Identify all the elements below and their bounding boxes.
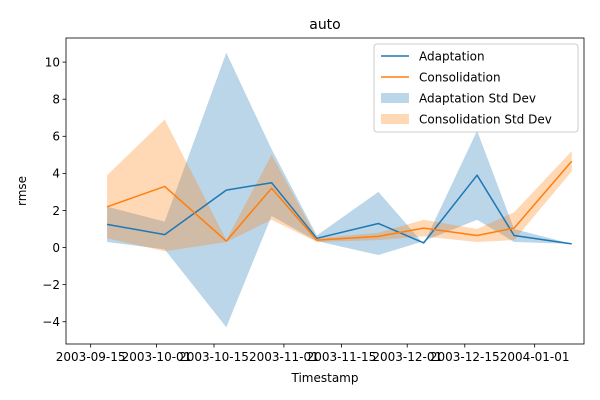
legend: Adaptation Consolidation Adaptation Std De… [373,43,579,133]
adaptation-std-dev-band [107,52,572,328]
y-tick-label: 10 [45,55,60,69]
x-tick-label: 2003-12-15 [430,350,500,364]
y-axis-label: rmse [15,176,29,206]
legend-label: Adaptation [419,49,485,63]
x-tick-label: 2003-11-01 [249,350,319,364]
consolidation-std-dev-legend-swatch [381,114,409,124]
adaptation-std-dev-legend-swatch [381,93,409,103]
y-axis-ticks: −4 −2 0 2 4 6 8 10 [42,55,66,329]
x-tick-label: 2003-09-15 [56,350,126,364]
x-tick-label: 2003-11-15 [307,350,377,364]
y-tick-label: 2 [52,204,60,218]
y-tick-label: 8 [52,93,60,107]
y-tick-label: −2 [42,278,60,292]
x-tick-label: 2003-10-15 [179,350,249,364]
x-tick-label: 2003-10-01 [122,350,192,364]
consolidation-line [106,160,573,242]
adaptation-line [106,174,572,245]
x-tick-label: 2004-01-01 [500,350,570,364]
series-lines [106,160,573,245]
y-tick-label: 4 [52,167,60,181]
legend-frame [373,43,579,133]
y-tick-label: 6 [52,130,60,144]
x-axis-label: Timestamp [291,371,359,385]
plot-area-frame [65,37,585,345]
chart-title: auto [309,17,341,33]
y-tick-label: −4 [42,315,60,329]
std-dev-bands [107,52,572,328]
legend-label: Consolidation Std Dev [419,112,552,126]
x-tick-label: 2003-12-01 [372,350,442,364]
legend-label: Adaptation Std Dev [419,91,536,105]
y-tick-label: 0 [52,241,60,255]
legend-label: Consolidation [419,70,501,84]
consolidation-std-dev-band [107,119,572,252]
